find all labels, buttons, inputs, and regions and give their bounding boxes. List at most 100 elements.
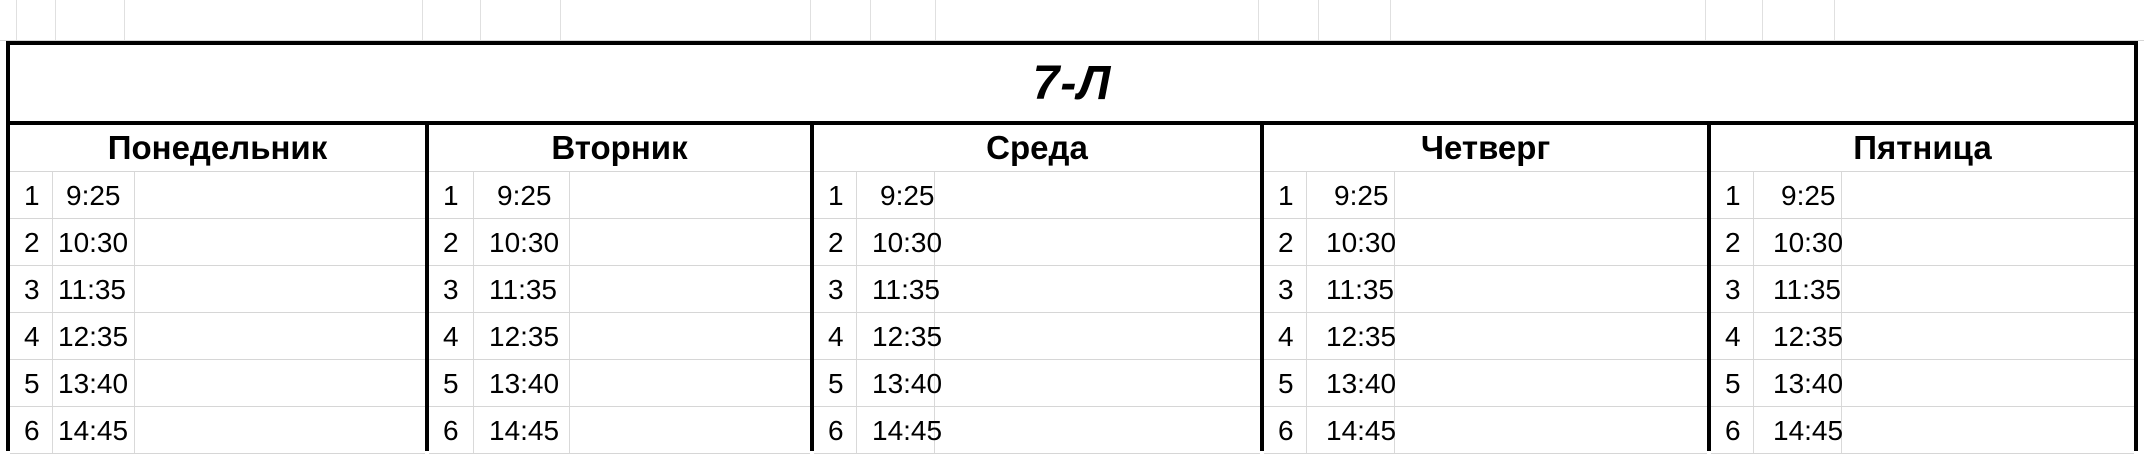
lesson-row[interactable]: 3 11:35 (814, 266, 1260, 313)
cell-divider (134, 407, 135, 453)
lesson-row[interactable]: 2 10:30 (1264, 219, 1707, 266)
lesson-time: 9:25 (880, 180, 935, 211)
cell-divider (473, 219, 474, 265)
cell-divider (1753, 219, 1754, 265)
lesson-row[interactable]: 2 10:30 (10, 219, 425, 266)
lesson-row[interactable]: 6 14:45 (429, 407, 810, 454)
cell-divider (1841, 172, 1842, 218)
lesson-row[interactable]: 6 14:45 (10, 407, 425, 454)
cell-divider (856, 266, 857, 312)
lesson-number: 1 (1725, 180, 1741, 211)
lesson-row[interactable]: 2 10:30 (1711, 219, 2134, 266)
lesson-time: 9:25 (497, 180, 552, 211)
lesson-number: 6 (1725, 415, 1741, 446)
lesson-time: 11:35 (1326, 274, 1394, 305)
lesson-time: 9:25 (1334, 180, 1389, 211)
cell-divider (473, 172, 474, 218)
lesson-time: 9:25 (1781, 180, 1836, 211)
lesson-row[interactable]: 5 13:40 (1264, 360, 1707, 407)
lesson-time: 14:45 (58, 415, 129, 446)
lesson-number: 5 (1278, 368, 1294, 399)
lesson-row[interactable]: 6 14:45 (1264, 407, 1707, 454)
cell-divider (1306, 219, 1307, 265)
cell-divider (1306, 407, 1307, 453)
lesson-number: 2 (443, 227, 459, 258)
sheet-top-grid (0, 0, 2144, 41)
day-header[interactable]: Пятница (1711, 125, 2134, 172)
grid-line (870, 0, 871, 40)
lesson-row[interactable]: 2 10:30 (429, 219, 810, 266)
grid-line (422, 0, 423, 40)
cell-divider (52, 219, 53, 265)
lesson-time: 13:40 (872, 368, 943, 399)
day-column: Пятница 1 9:25 2 10:30 3 11:35 4 12:35 5 13:40 6 14:… (1707, 125, 2134, 454)
cell-divider (1841, 360, 1842, 406)
cell-divider (1306, 360, 1307, 406)
lesson-row[interactable]: 1 9:25 (1264, 172, 1707, 219)
cell-divider (1841, 266, 1842, 312)
cell-divider (1306, 266, 1307, 312)
lesson-number: 4 (24, 321, 40, 352)
lesson-row[interactable]: 1 9:25 (814, 172, 1260, 219)
cell-divider (934, 266, 935, 312)
lesson-row[interactable]: 5 13:40 (1711, 360, 2134, 407)
lesson-row[interactable]: 1 9:25 (429, 172, 810, 219)
lesson-row[interactable]: 3 11:35 (10, 266, 425, 313)
lesson-number: 5 (443, 368, 459, 399)
lesson-row[interactable]: 4 12:35 (10, 313, 425, 360)
lesson-time: 12:35 (489, 321, 560, 352)
lesson-row[interactable]: 5 13:40 (429, 360, 810, 407)
grid-line (1834, 0, 1835, 40)
cell-divider (1394, 360, 1395, 406)
lesson-time: 12:35 (58, 321, 129, 352)
lesson-row[interactable]: 4 12:35 (429, 313, 810, 360)
cell-divider (856, 172, 857, 218)
lesson-number: 2 (828, 227, 844, 258)
day-column: Понедельник 1 9:25 2 10:30 3 11:35 4 12:35 5 13:40… (10, 125, 425, 454)
cell-divider (1394, 407, 1395, 453)
day-header[interactable]: Четверг (1264, 125, 1707, 172)
lesson-row[interactable]: 1 9:25 (10, 172, 425, 219)
day-header[interactable]: Вторник (429, 125, 810, 172)
grid-line (560, 0, 561, 40)
title-cell[interactable]: 7-Л (10, 45, 2134, 125)
lesson-number: 2 (24, 227, 40, 258)
cell-divider (52, 360, 53, 406)
lesson-time: 12:35 (1326, 321, 1397, 352)
cell-divider (934, 219, 935, 265)
lesson-time: 14:45 (1773, 415, 1844, 446)
cell-divider (1753, 407, 1754, 453)
grid-line (1390, 0, 1391, 40)
lesson-row[interactable]: 6 14:45 (1711, 407, 2134, 454)
lesson-number: 6 (1278, 415, 1294, 446)
lesson-row[interactable]: 2 10:30 (814, 219, 1260, 266)
cell-divider (1753, 172, 1754, 218)
lesson-number: 1 (1278, 180, 1294, 211)
day-header[interactable]: Среда (814, 125, 1260, 172)
lesson-number: 1 (443, 180, 459, 211)
day-header[interactable]: Понедельник (10, 125, 425, 172)
cell-divider (934, 172, 935, 218)
cell-divider (569, 266, 570, 312)
lesson-row[interactable]: 3 11:35 (1264, 266, 1707, 313)
grid-line (124, 0, 125, 40)
lesson-row[interactable]: 4 12:35 (814, 313, 1260, 360)
lesson-time: 10:30 (58, 227, 129, 258)
lesson-row[interactable]: 1 9:25 (1711, 172, 2134, 219)
lesson-row[interactable]: 5 13:40 (10, 360, 425, 407)
lesson-number: 4 (1278, 321, 1294, 352)
lesson-row[interactable]: 3 11:35 (1711, 266, 2134, 313)
lesson-row[interactable]: 5 13:40 (814, 360, 1260, 407)
grid-line (16, 0, 17, 40)
lesson-time: 11:35 (489, 274, 557, 305)
cell-divider (134, 360, 135, 406)
lesson-number: 5 (828, 368, 844, 399)
lesson-number: 4 (443, 321, 459, 352)
lesson-row[interactable]: 6 14:45 (814, 407, 1260, 454)
cell-divider (134, 266, 135, 312)
lesson-row[interactable]: 4 12:35 (1711, 313, 2134, 360)
lesson-time: 12:35 (1773, 321, 1844, 352)
lesson-row[interactable]: 4 12:35 (1264, 313, 1707, 360)
lesson-row[interactable]: 3 11:35 (429, 266, 810, 313)
schedule-table: 7-Л Понедельник 1 9:25 2 10:30 3 11:35 4 12:35 5 1… (6, 41, 2138, 454)
